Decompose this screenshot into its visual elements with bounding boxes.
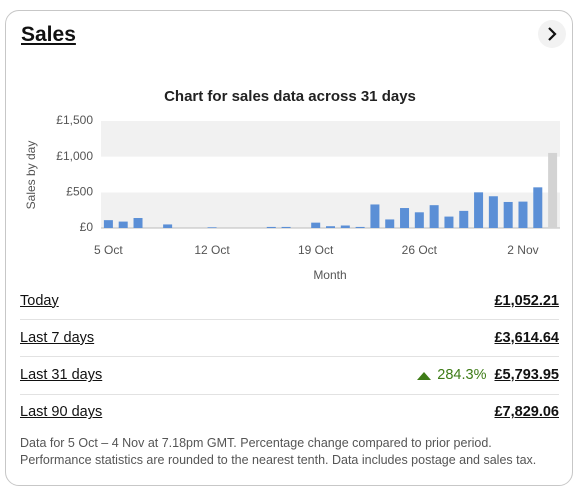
bar [311, 222, 321, 228]
stat-value[interactable]: £7,829.06 [494, 404, 559, 421]
grid-band [101, 156, 560, 193]
separator [20, 319, 559, 320]
x-tick-label: 19 Oct [298, 243, 334, 257]
stat-value[interactable]: £3,614.64 [494, 329, 559, 346]
y-axis-label: Sales by day [24, 141, 38, 210]
stat-row: Last 31 days 284.3% £5,793.95 [20, 357, 559, 394]
sales-card [5, 10, 573, 486]
stat-label[interactable]: Last 90 days [20, 404, 103, 421]
stat-label[interactable]: Last 7 days [20, 329, 95, 346]
x-tick-label: 26 Oct [402, 243, 438, 257]
bar [474, 192, 484, 228]
bar [281, 226, 291, 228]
bar [518, 201, 528, 228]
stat-change: 284.3% [417, 367, 486, 383]
bar [503, 201, 513, 228]
bar [429, 205, 439, 228]
stat-row: Last 90 days £7,829.06 [20, 394, 559, 431]
stat-label[interactable]: Today [20, 292, 59, 309]
x-tick-label: 5 Oct [94, 243, 123, 257]
bar [103, 220, 113, 228]
bar [266, 226, 276, 228]
bar [355, 226, 365, 228]
bar [385, 219, 395, 228]
x-axis-label: Month [313, 268, 346, 282]
grid-band [101, 121, 560, 157]
y-tick-label: £500 [66, 185, 93, 199]
bar [548, 152, 558, 228]
stat-row: Last 7 days £3,614.64 [20, 319, 559, 356]
bar [414, 212, 424, 228]
bar [370, 204, 380, 228]
x-tick-label: 12 Oct [194, 243, 230, 257]
stat-label[interactable]: Last 31 days [20, 367, 103, 384]
chart: Chart for sales data across 31 days Mont… [24, 88, 560, 282]
stat-row: Today £1,052.21 [20, 282, 559, 319]
separator [20, 356, 559, 358]
footnote: Data for 5 Oct – 4 Nov at 7.18pm GMT. Pe… [20, 435, 536, 469]
stat-value[interactable]: £5,793.95 [494, 367, 559, 384]
stat-value[interactable]: £1,052.21 [494, 292, 559, 309]
up-arrow [417, 372, 432, 381]
y-tick-label: £0 [80, 220, 94, 234]
footnote-line: Performance statistics are rounded to th… [20, 453, 537, 467]
bar [533, 187, 543, 228]
bar [488, 196, 498, 228]
chevron-icon [548, 27, 557, 41]
bar [133, 218, 143, 228]
card-title[interactable]: Sales [21, 23, 76, 46]
open-button[interactable] [538, 20, 566, 48]
bar [163, 224, 173, 228]
y-tick-label: £1,000 [56, 149, 93, 163]
chart-title: Chart for sales data across 31 days [164, 88, 416, 105]
bar [340, 225, 350, 228]
y-tick-label: £1,500 [56, 113, 93, 127]
bar [444, 216, 454, 228]
separator [20, 393, 559, 395]
change-text: 284.3% [437, 367, 487, 384]
bar [400, 208, 410, 228]
footnote-line: Data for 5 Oct – 4 Nov at 7.18pm GMT. Pe… [20, 436, 492, 450]
bar [459, 210, 469, 228]
x-tick-label: 2 Nov [507, 243, 538, 257]
bar [326, 226, 335, 228]
bar [118, 221, 128, 228]
bar [207, 227, 217, 228]
grid-band [101, 192, 560, 228]
